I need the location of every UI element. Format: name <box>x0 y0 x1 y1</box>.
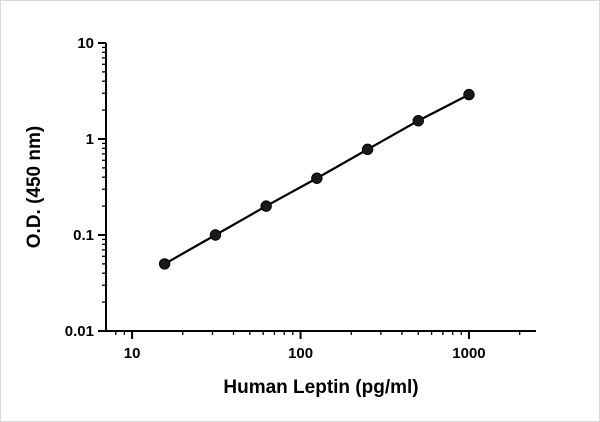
data-point <box>311 172 323 184</box>
data-point <box>412 115 424 127</box>
x-axis-title: Human Leptin (pg/ml) <box>223 377 419 398</box>
y-tick-label: 0.01 <box>65 323 94 340</box>
y-tick-label: 1 <box>86 131 94 148</box>
x-tick-label: 10 <box>124 345 141 362</box>
x-tick-label: 100 <box>288 345 313 362</box>
y-tick-label: 0.1 <box>73 227 94 244</box>
y-axis-title: O.D. (450 nm) <box>24 125 45 249</box>
data-point <box>463 88 475 101</box>
x-tick-label: 1000 <box>452 345 485 362</box>
data-point <box>361 143 374 156</box>
data-point <box>260 200 272 212</box>
data-point <box>209 229 222 241</box>
data-point <box>158 258 171 270</box>
y-tick-label: 10 <box>77 35 94 52</box>
